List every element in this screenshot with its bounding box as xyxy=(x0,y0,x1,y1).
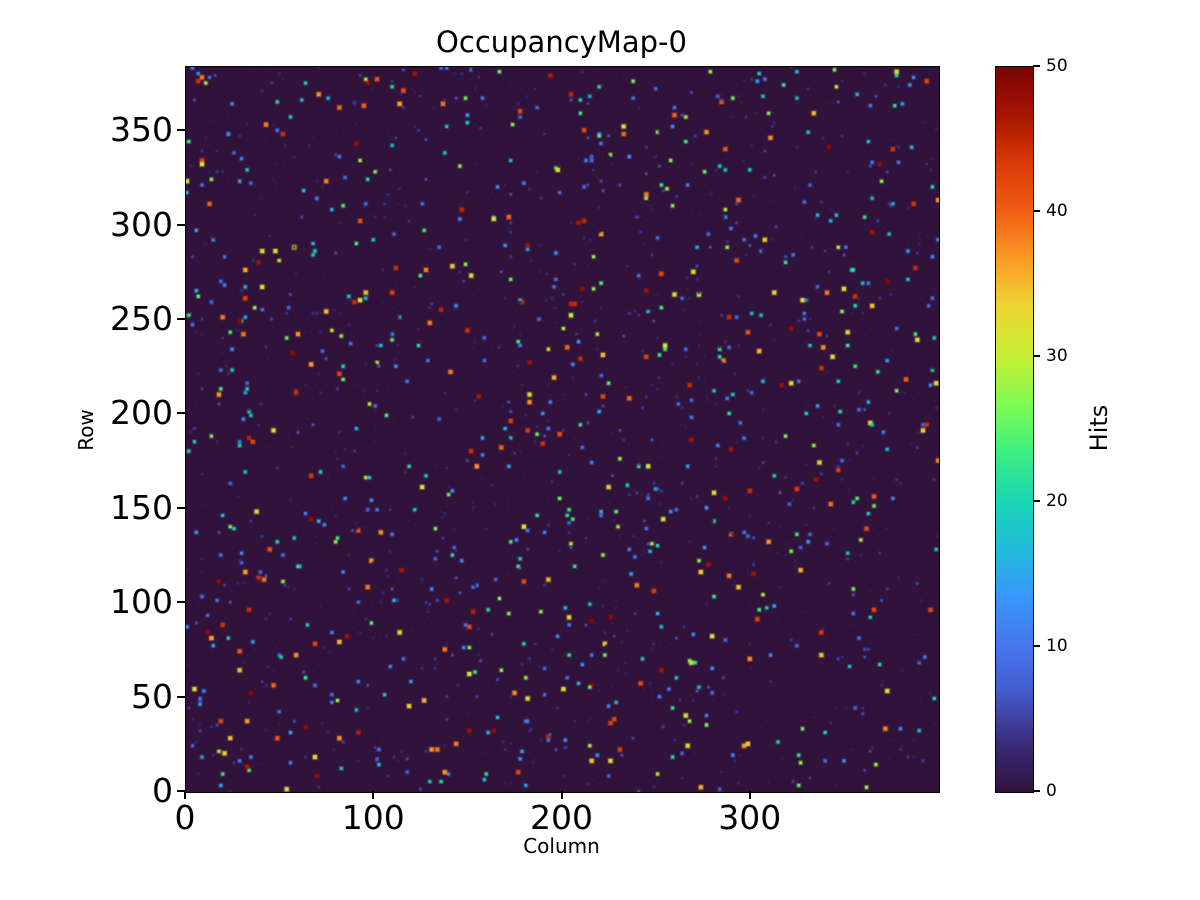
colorbar-tick-label: 40 xyxy=(1046,201,1068,221)
x-tick-label: 0 xyxy=(174,798,196,837)
y-tick-label: 50 xyxy=(131,676,173,716)
y-tick-label: 150 xyxy=(110,487,173,527)
colorbar-tick-mark xyxy=(1033,645,1040,647)
colorbar-tick-mark xyxy=(1033,210,1040,212)
colorbar-tick-label: 30 xyxy=(1046,346,1068,366)
x-tick-label: 300 xyxy=(718,798,782,837)
x-tick-mark xyxy=(372,791,375,799)
x-tick-mark xyxy=(184,791,186,799)
y-tick-label: 200 xyxy=(110,393,173,433)
y-tick-mark xyxy=(177,412,185,415)
colorbar-tick-mark xyxy=(1033,790,1040,792)
colorbar-tick-label: 0 xyxy=(1046,781,1057,801)
heatmap-canvas xyxy=(186,67,939,792)
y-tick-label: 300 xyxy=(110,204,173,244)
y-tick-mark xyxy=(177,695,185,698)
x-tick-mark xyxy=(748,791,751,799)
chart-title: OccupancyMap-0 xyxy=(436,25,687,59)
y-tick-mark xyxy=(177,129,185,132)
y-tick-label: 100 xyxy=(110,582,173,622)
x-tick-label: 200 xyxy=(530,798,593,837)
x-tick-label: 100 xyxy=(341,798,405,837)
y-axis-label: Row xyxy=(74,409,98,451)
x-tick-mark xyxy=(560,791,563,799)
colorbar-tick-mark xyxy=(1033,355,1040,357)
colorbar xyxy=(995,66,1034,793)
y-tick-mark xyxy=(177,317,185,320)
y-tick-mark xyxy=(177,601,185,604)
colorbar-tick-mark xyxy=(1033,65,1040,67)
y-tick-label: 0 xyxy=(152,771,173,810)
y-tick-label: 350 xyxy=(110,110,173,150)
y-tick-mark xyxy=(177,506,185,509)
y-tick-mark xyxy=(177,223,185,226)
colorbar-tick-mark xyxy=(1033,500,1040,502)
colorbar-tick-label: 20 xyxy=(1046,491,1068,511)
colorbar-tick-label: 10 xyxy=(1046,636,1068,656)
heatmap-plot-area xyxy=(185,66,940,793)
colorbar-label: Hits xyxy=(1085,404,1113,452)
y-tick-label: 250 xyxy=(110,298,173,338)
y-tick-mark xyxy=(177,790,185,792)
x-axis-label: Column xyxy=(523,834,600,858)
colorbar-tick-label: 50 xyxy=(1046,56,1068,76)
